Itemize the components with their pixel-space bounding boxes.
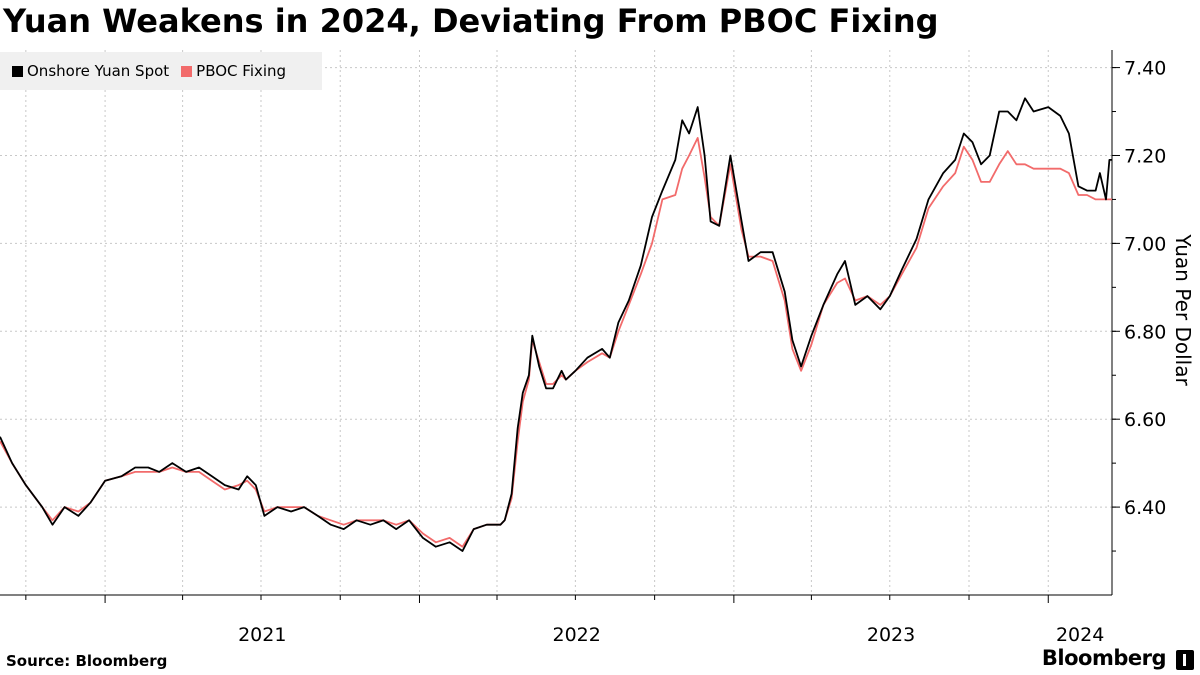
x-tick-label: 2024: [1056, 624, 1104, 646]
brand-logo-text: Bloomberg: [1041, 646, 1167, 670]
legend-label-fixing: PBOC Fixing: [196, 62, 287, 80]
y-tick-label: 7.40: [1124, 58, 1166, 80]
y-tick-label: 6.60: [1124, 409, 1166, 431]
chart-title: Yuan Weakens in 2024, Deviating From PBO…: [3, 2, 939, 40]
series-line-pboc-fixing: [0, 137, 1112, 548]
x-tick-label: 2023: [867, 624, 915, 646]
y-tick-label: 7.00: [1124, 233, 1166, 255]
x-tick-label: 2022: [552, 624, 600, 646]
legend-item-fixing: PBOC Fixing: [181, 62, 286, 80]
x-tick-label: 2021: [238, 624, 286, 646]
y-axis-label: Yuan Per Dollar: [1171, 233, 1195, 386]
y-tick-label: 6.40: [1124, 497, 1166, 519]
series-lines: [0, 97, 1112, 552]
y-tick-label: 6.80: [1124, 321, 1166, 343]
source-note: Source: Bloomberg: [6, 652, 168, 670]
legend-item-spot: Onshore Yuan Spot: [12, 62, 169, 80]
series-line-onshore-yuan-spot: [0, 97, 1112, 552]
gridlines: [0, 50, 1112, 595]
legend-swatch-spot: [12, 65, 23, 77]
axes: 6.40 6.60 6.80 7.00 7.20 7.40 2021 2022 2023 2024: [0, 50, 1166, 646]
legend-swatch-fixing: [181, 65, 193, 77]
legend-label-spot: Onshore Yuan Spot: [27, 62, 170, 80]
y-tick-label: 7.20: [1124, 145, 1166, 167]
bloomberg-terminal-icon: [1176, 650, 1194, 670]
legend: Onshore Yuan Spot PBOC Fixing: [0, 52, 322, 90]
